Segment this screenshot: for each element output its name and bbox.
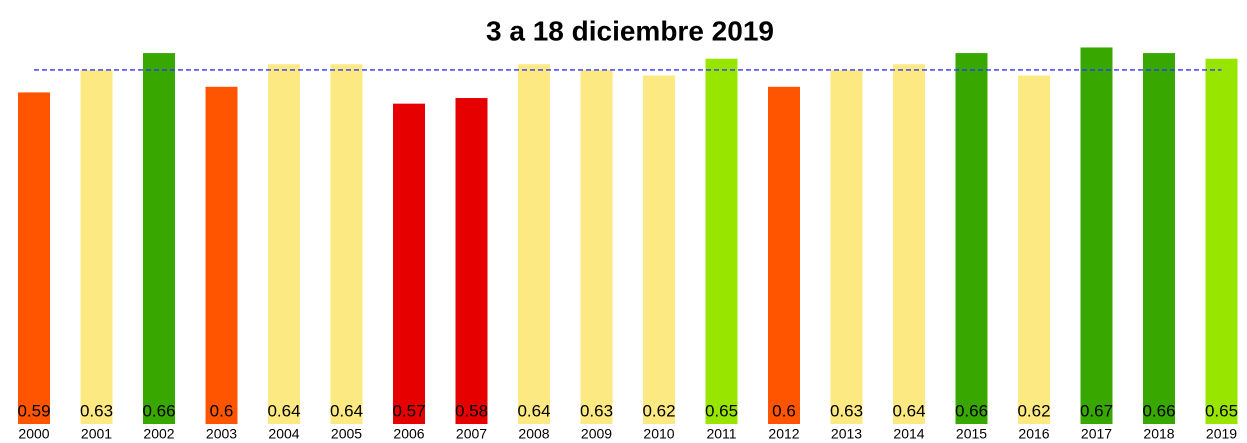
- value-label: 0.6: [210, 401, 234, 420]
- value-label: 0.62: [1017, 401, 1050, 420]
- bar: [143, 53, 175, 425]
- x-tick-label: 2012: [768, 426, 799, 442]
- value-label: 0.59: [17, 401, 50, 420]
- x-tick-label: 2001: [81, 426, 112, 442]
- x-tick-label: 2018: [1143, 426, 1174, 442]
- value-label: 0.58: [455, 401, 488, 420]
- x-tick-label: 2019: [1206, 426, 1237, 442]
- x-tick-label: 2008: [518, 426, 549, 442]
- x-tick-label: 2003: [206, 426, 237, 442]
- bar: [18, 92, 50, 425]
- value-label: 0.6: [772, 401, 796, 420]
- bar: [268, 64, 300, 424]
- value-label: 0.64: [517, 401, 550, 420]
- value-label: 0.66: [142, 401, 175, 420]
- value-label: 0.66: [1142, 401, 1175, 420]
- x-tick-label: 2006: [393, 426, 424, 442]
- bar: [768, 86, 800, 425]
- x-tick-label: 2017: [1081, 426, 1112, 442]
- bar: [518, 64, 550, 424]
- x-tick-label: 2002: [143, 426, 174, 442]
- x-tick-label: 2005: [331, 426, 362, 442]
- value-label: 0.62: [642, 401, 675, 420]
- bar: [455, 98, 488, 424]
- bar: [393, 103, 425, 424]
- bar: [1080, 47, 1113, 425]
- value-label: 0.65: [705, 401, 738, 420]
- bar: [893, 64, 925, 424]
- value-label: 0.64: [267, 401, 300, 420]
- value-label: 0.63: [830, 401, 863, 420]
- x-tick-label: 2007: [456, 426, 487, 442]
- x-tick-label: 2011: [706, 426, 736, 442]
- bar: [1018, 75, 1050, 424]
- x-tick-label: 2015: [956, 426, 987, 442]
- value-label: 0.57: [392, 401, 425, 420]
- x-tick-label: 2004: [268, 426, 299, 442]
- chart-title: 3 a 18 diciembre 2019: [486, 15, 774, 46]
- bar: [830, 69, 863, 424]
- bar: [955, 53, 988, 425]
- bar: [705, 58, 738, 424]
- x-tick-label: 2014: [893, 426, 924, 442]
- x-tick-label: 2000: [18, 426, 49, 442]
- value-label: 0.63: [80, 401, 113, 420]
- bar: [580, 69, 613, 424]
- value-label: 0.67: [1080, 401, 1113, 420]
- value-label: 0.64: [330, 401, 363, 420]
- bar: [1205, 58, 1238, 424]
- bar: [330, 64, 363, 424]
- bar: [80, 69, 113, 424]
- value-label: 0.66: [955, 401, 988, 420]
- x-tick-label: 2016: [1018, 426, 1049, 442]
- bar: [1143, 53, 1175, 425]
- value-label: 0.65: [1205, 401, 1238, 420]
- x-tick-label: 2013: [831, 426, 862, 442]
- bar: [643, 75, 675, 424]
- x-tick-label: 2010: [643, 426, 674, 442]
- bar: [205, 86, 238, 425]
- value-label: 0.63: [580, 401, 613, 420]
- value-label: 0.64: [892, 401, 925, 420]
- x-tick-label: 2009: [581, 426, 612, 442]
